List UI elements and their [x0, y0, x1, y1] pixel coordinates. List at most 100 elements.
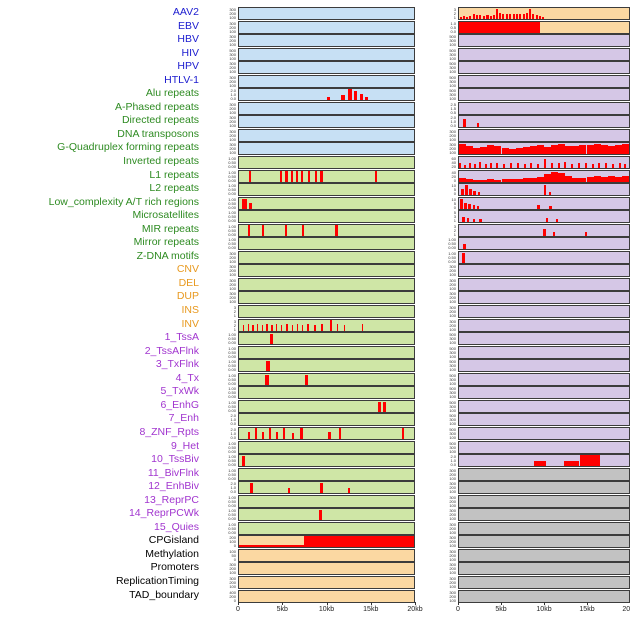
data-bar: [584, 232, 588, 236]
y-tick-label: 300: [449, 390, 456, 396]
y-tick-label: 100: [449, 475, 456, 481]
y-tick-label: 300: [229, 115, 236, 121]
y-tick-label: 0: [233, 543, 236, 549]
y-tick-label: 200: [229, 65, 236, 71]
data-bar: [337, 323, 339, 331]
track-panel-right-14-reprpcwk: [458, 508, 630, 522]
data-bar: [291, 324, 293, 331]
data-bar: [461, 252, 465, 263]
y-axis-ticks-right-10-tssbiv: 2.0 1.0 0.0: [415, 453, 458, 468]
data-bar: [515, 179, 523, 182]
track-panel-right-11-bivflnk: [458, 467, 630, 481]
track-panel-right-5-txwk: [458, 386, 630, 400]
track-label-inverted-repeats: Inverted repeats: [123, 155, 199, 168]
y-tick-label: 0.00: [228, 353, 236, 359]
y-tick-label: 200: [229, 268, 236, 274]
data-bar: [275, 432, 279, 439]
data-bar: [549, 206, 552, 209]
y-tick-label: 100: [449, 285, 456, 291]
track-panel-left-7-enh: [238, 413, 415, 427]
y-tick-label: 300: [449, 92, 456, 98]
y-axis-ticks-right-mirror-repeats: 1.00 0.50 0.00: [415, 236, 458, 251]
data-bar: [579, 178, 587, 182]
track-panel-left-2-tssaflnk: [238, 345, 415, 359]
y-tick-label: 100: [449, 96, 456, 102]
track-label-promoters: Promoters: [150, 561, 199, 574]
track-row-low-complexity-a-t-rich-regions: Low_complexity A/T rich regions 1.00 0.50 0…: [0, 196, 630, 210]
y-tick-label: 0.00: [228, 502, 236, 508]
data-bar: [261, 432, 265, 439]
y-axis-ticks-left-ebv: 300 200 100: [204, 20, 238, 35]
track-row-htlv-1: HTLV-1 300 200 100 500 300 100: [0, 74, 630, 88]
y-tick-label: 100: [229, 150, 236, 156]
track-label-l2-repeats: L2 repeats: [149, 182, 199, 195]
track-panel-left-l2-repeats: [238, 183, 415, 197]
track-panel-left-replicationtiming: [238, 575, 415, 589]
track-label-2-tssaflnk: 2_TssAFlnk: [144, 344, 199, 357]
track-label-replicationtiming: ReplicationTiming: [115, 574, 199, 587]
y-axis-ticks-right-hiv: 500 300 100: [415, 47, 458, 62]
data-bar: [545, 217, 549, 223]
data-bar: [550, 162, 553, 169]
track-row-tad-boundary: TAD_boundary 400 200 0 300 200 100: [0, 589, 630, 603]
y-tick-label: 100: [449, 326, 456, 332]
data-bar: [353, 91, 358, 101]
data-bar: [543, 229, 547, 236]
y-tick-label: 5: [453, 210, 456, 216]
y-tick-label: 1.00: [228, 467, 236, 473]
track-panel-left-a-phased-repeats: [238, 101, 415, 115]
y-tick-label: 300: [449, 142, 456, 148]
data-bar: [466, 179, 474, 182]
y-tick-label: 1.00: [228, 223, 236, 229]
data-bar: [459, 178, 467, 182]
data-bar: [468, 204, 472, 209]
track-panel-left-alu-repeats: [238, 88, 415, 102]
y-tick-label: 5: [453, 187, 456, 193]
y-tick-label: 0.00: [228, 177, 236, 183]
y-tick-label: 100: [229, 55, 236, 61]
y-tick-label: 100: [449, 272, 456, 278]
track-label-9-het: 9_Het: [170, 439, 199, 452]
track-label-alu-repeats: Alu repeats: [145, 87, 199, 100]
y-tick-label: 200: [449, 593, 456, 599]
y-tick-label: 500: [229, 47, 236, 53]
data-bar: [241, 198, 247, 209]
y-tick-label: 0.50: [228, 512, 236, 518]
data-bar: [304, 374, 309, 385]
x-axis-left: 0 5kb 10kb 15kb 20kb: [236, 602, 423, 622]
track-row-15-quies: 15_Quies 1.00 0.50 0.00 300 200 100: [0, 521, 630, 535]
y-axis-ticks-left-alu-repeats: 2.0 1.0 0.0: [204, 87, 238, 102]
track-panel-left-dup: [238, 291, 415, 305]
y-tick-label: 400: [229, 589, 236, 595]
data-bar: [476, 122, 480, 128]
y-axis-ticks-right-1-tssa: 500 300 100: [415, 331, 458, 346]
y-axis-ticks-right-7-enh: 500 300 100: [415, 412, 458, 427]
x-axis-label: 20kb: [407, 606, 423, 614]
y-tick-label: 300: [229, 128, 236, 134]
data-bar: [480, 179, 488, 182]
y-axis-ticks-left-hbv: 300 200 100: [204, 33, 238, 48]
track-panel-right-ins: [458, 305, 630, 319]
track-label-hpv: HPV: [177, 60, 199, 73]
y-tick-label: 300: [449, 535, 456, 541]
y-axis-ticks-right-g-quadruplex-forming-repeats: 300 200 100: [415, 141, 458, 156]
track-panel-left-directed-repeats: [238, 115, 415, 129]
track-row-ebv: EBV 300 200 100 1.0 0.5 0.0: [0, 20, 630, 34]
y-tick-label: 1.0: [450, 119, 456, 125]
data-bar: [509, 14, 512, 19]
data-bar: [472, 13, 475, 19]
track-panel-left-g-quadruplex-forming-repeats: [238, 142, 415, 156]
track-panel-right-4-tx: [458, 372, 630, 386]
y-tick-label: 300: [449, 363, 456, 369]
data-bar: [484, 163, 487, 169]
data-bar: [600, 145, 608, 155]
y-tick-label: 0.0: [230, 421, 236, 427]
y-tick-label: 1.00: [228, 521, 236, 527]
track-panel-right-l1-repeats: [458, 169, 630, 183]
y-tick-label: 0.00: [228, 380, 236, 386]
y-tick-label: 200: [449, 295, 456, 301]
data-bar: [330, 319, 332, 331]
y-tick-label: 300: [229, 264, 236, 270]
data-bar: [321, 323, 323, 331]
